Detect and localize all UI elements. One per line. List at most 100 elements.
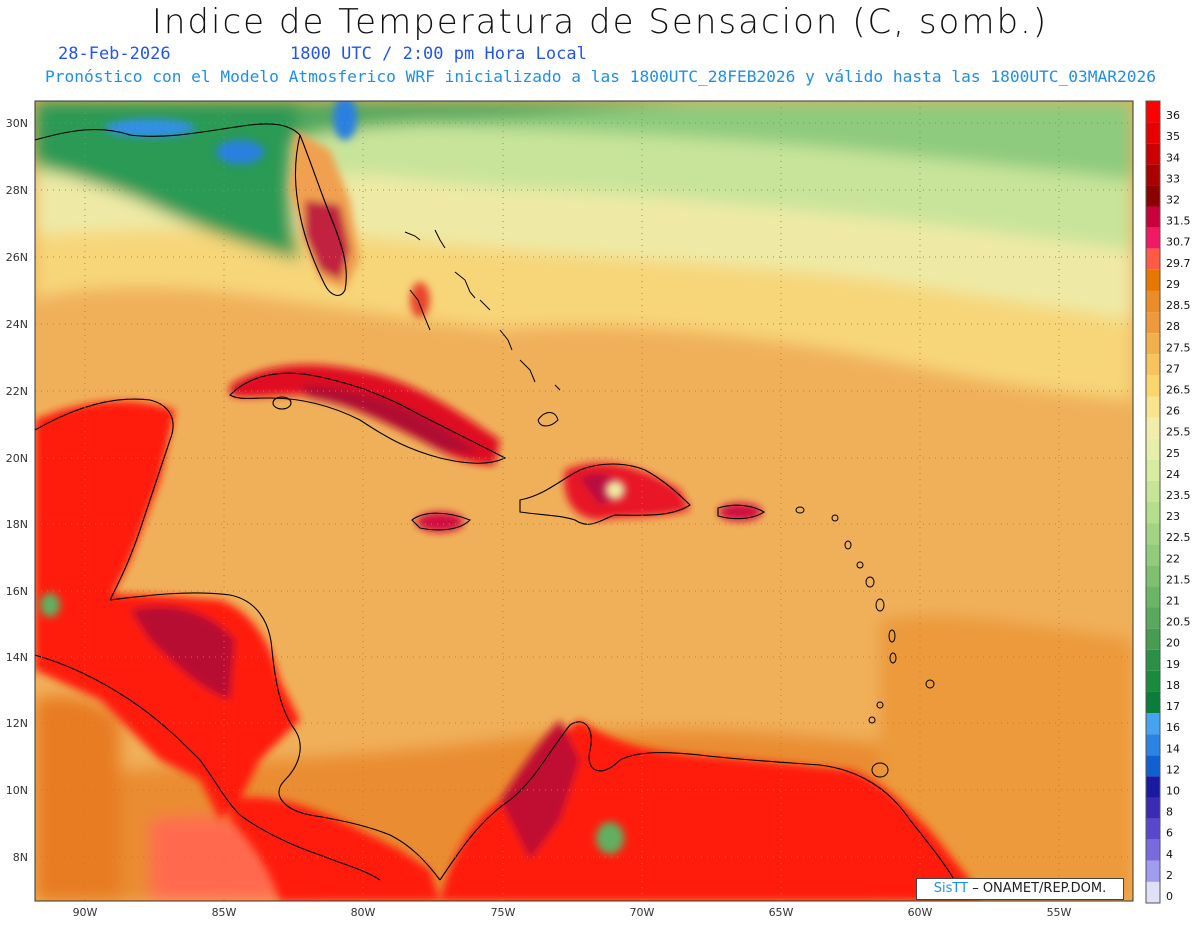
coastlines	[35, 123, 961, 891]
legend-label: 22	[1166, 552, 1180, 565]
legend-swatch	[1146, 649, 1160, 671]
legend-label: 21	[1166, 595, 1180, 608]
legend-label: 2	[1166, 869, 1173, 882]
lat-label: 30N	[6, 117, 28, 130]
brand-logo: SisTT	[933, 881, 969, 896]
legend-label: 23.5	[1166, 489, 1191, 502]
legend-swatch	[1146, 881, 1160, 903]
map-frame	[34, 100, 1134, 902]
lat-label: 20N	[6, 452, 28, 465]
legend-label: 27	[1166, 362, 1180, 375]
legend-swatch	[1146, 691, 1160, 714]
lon-label: 55W	[1047, 906, 1072, 919]
legend-swatch	[1146, 290, 1160, 313]
credit-box: SisTT – ONAMET/REP.DOM.	[916, 878, 1124, 900]
legend-swatch	[1146, 164, 1160, 186]
lat-label: 16N	[6, 585, 28, 598]
legend-swatch	[1146, 459, 1160, 481]
lon-label: 90W	[73, 906, 98, 919]
lat-label: 22N	[6, 385, 28, 398]
legend-label: 25	[1166, 447, 1180, 460]
legend-swatch	[1146, 375, 1160, 397]
map-title: Indice de Temperatura de Sensacion (C, s…	[151, 2, 1049, 42]
legend-swatch	[1146, 206, 1160, 228]
legend-border	[1145, 100, 1161, 904]
longitude-axis: 90W 85W 80W 75W 70W 65W 60W 55W	[73, 906, 1072, 919]
lon-label: 70W	[630, 906, 655, 919]
legend-label: 17	[1166, 700, 1180, 713]
legend-label: 36	[1166, 109, 1180, 122]
legend-label: 20	[1166, 637, 1180, 650]
legend-label: 10	[1166, 784, 1180, 797]
map-field	[35, 101, 1133, 901]
legend-label: 8	[1166, 806, 1173, 819]
lon-label: 65W	[769, 906, 794, 919]
date-label: 28-Feb-2026	[58, 44, 171, 64]
legend-swatch	[1146, 755, 1160, 777]
legend-label: 26.5	[1166, 383, 1191, 396]
legend-label: 12	[1166, 763, 1180, 776]
lat-label: 24N	[6, 318, 28, 331]
lon-label: 60W	[908, 906, 933, 919]
legend-label: 31.5	[1166, 215, 1191, 228]
legend-swatch	[1146, 523, 1160, 545]
legend-swatch	[1146, 248, 1160, 270]
legend-swatch	[1146, 101, 1160, 123]
legend-label: 14	[1166, 742, 1180, 755]
legend-label: 19	[1166, 658, 1180, 671]
legend-label: 32	[1166, 194, 1180, 207]
lat-label: 10N	[6, 784, 28, 797]
legend-label: 30.7	[1166, 236, 1191, 249]
lon-label: 75W	[491, 906, 516, 919]
legend-swatch	[1146, 185, 1160, 207]
legend-swatch	[1146, 122, 1160, 144]
legend-label: 34	[1166, 151, 1180, 164]
time-label: 1800 UTC / 2:00 pm Hora Local	[290, 44, 587, 64]
lat-label: 12N	[6, 717, 28, 730]
legend-label: 35	[1166, 130, 1180, 143]
lat-label: 14N	[6, 651, 28, 664]
lat-label: 18N	[6, 518, 28, 531]
legend-label: 24	[1166, 468, 1180, 481]
legend-label: 4	[1166, 848, 1173, 861]
legend-label: 26	[1166, 405, 1180, 418]
legend-label: 16	[1166, 721, 1180, 734]
legend-swatch	[1146, 269, 1160, 291]
lat-label: 26N	[6, 251, 28, 264]
legend-label: 6	[1166, 827, 1173, 840]
legend-label: 25.5	[1166, 426, 1191, 439]
lon-label: 80W	[351, 906, 376, 919]
legend-label: 29.7	[1166, 257, 1191, 270]
legend-swatch	[1146, 670, 1160, 692]
legend-swatch	[1146, 713, 1160, 735]
legend-swatch	[1146, 818, 1160, 840]
legend-swatch	[1146, 227, 1160, 249]
color-legend: 363534333231.530.729.72928.52827.52726.5…	[1145, 100, 1191, 904]
legend-label: 28	[1166, 320, 1180, 333]
legend-swatch	[1146, 860, 1160, 882]
legend-swatch	[1146, 628, 1160, 650]
legend-label: 0	[1166, 890, 1173, 903]
legend-swatch	[1146, 607, 1160, 629]
legend-swatch	[1146, 839, 1160, 861]
legend-swatch	[1146, 333, 1160, 355]
forecast-description: Pronóstico con el Modelo Atmosferico WRF…	[45, 67, 1157, 86]
legend-label: 27.5	[1166, 341, 1191, 354]
legend-swatch	[1146, 586, 1160, 608]
lat-label: 8N	[13, 851, 28, 864]
legend-swatch	[1146, 502, 1160, 524]
legend-swatch	[1146, 438, 1160, 460]
legend-label: 33	[1166, 172, 1180, 185]
legend-label: 28.5	[1166, 299, 1191, 312]
legend-swatch	[1146, 544, 1160, 566]
legend-label: 29	[1166, 278, 1180, 291]
credit-text: – ONAMET/REP.DOM.	[968, 881, 1107, 896]
legend-label: 18	[1166, 679, 1180, 692]
legend-swatch	[1146, 312, 1160, 334]
lat-label: 28N	[6, 184, 28, 197]
legend-label: 20.5	[1166, 616, 1191, 629]
legend-label: 21.5	[1166, 573, 1191, 586]
graticule	[35, 101, 1133, 901]
legend-swatch	[1146, 143, 1160, 165]
